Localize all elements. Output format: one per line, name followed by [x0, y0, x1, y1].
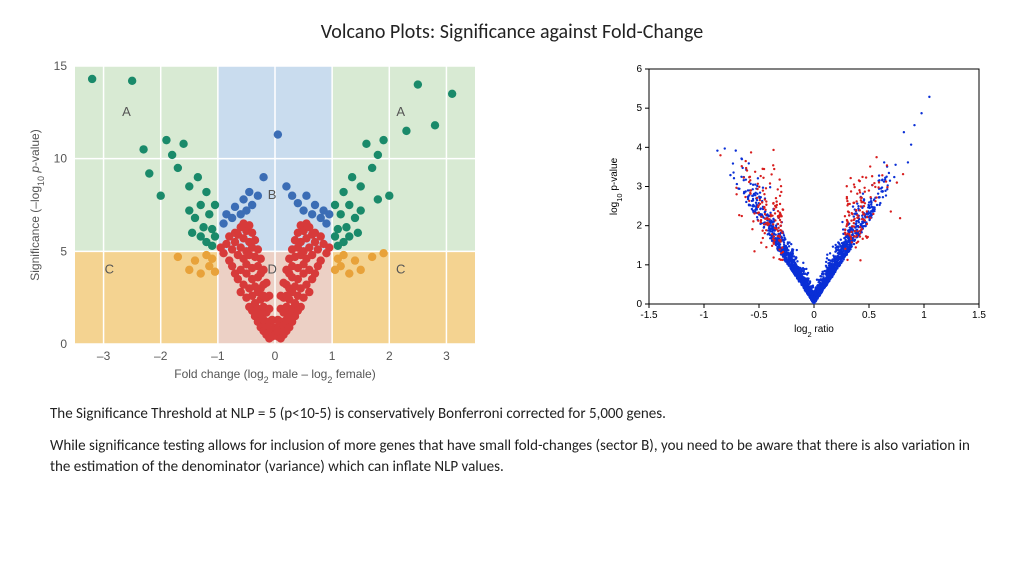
svg-text:D: D — [267, 261, 276, 276]
page-title: Volcano Plots: Significance against Fold… — [0, 0, 1024, 54]
svg-text:log2 ratio: log2 ratio — [794, 324, 834, 339]
svg-text:1.5: 1.5 — [972, 310, 986, 321]
caption-line-2: While significance testing allows for in… — [50, 436, 984, 477]
svg-text:0: 0 — [60, 337, 67, 351]
svg-text:Fold change (log2 male – log2: Fold change (log2 male – log2 female) — [174, 367, 375, 384]
svg-text:C: C — [105, 261, 114, 276]
svg-text:-0.5: -0.5 — [750, 310, 768, 321]
caption-line-1: The Significance Threshold at NLP = 5 (p… — [50, 404, 984, 424]
svg-text:0.5: 0.5 — [862, 310, 876, 321]
svg-text:–3: –3 — [97, 349, 111, 363]
svg-text:2: 2 — [636, 221, 642, 232]
svg-text:-1: -1 — [700, 310, 709, 321]
right-volcano-plot: -1.5 -1 -0.5 0 0.5 1 1.5 0 1 2 3 4 5 6 log2 ratio log10… — [594, 54, 994, 389]
svg-text:1: 1 — [921, 310, 927, 321]
svg-text:1: 1 — [329, 349, 336, 363]
svg-text:B: B — [268, 187, 277, 202]
svg-text:2: 2 — [386, 349, 393, 363]
svg-text:4: 4 — [636, 142, 642, 153]
svg-text:-1.5: -1.5 — [640, 310, 658, 321]
svg-text:6: 6 — [636, 64, 642, 75]
svg-text:log10 p-value: log10 p-value — [609, 157, 624, 215]
caption-block: The Significance Threshold at NLP = 5 (p… — [0, 389, 1024, 477]
svg-text:Significance (–log10 p-value): Significance (–log10 p-value) — [28, 129, 46, 280]
svg-text:10: 10 — [54, 152, 68, 166]
svg-text:0: 0 — [272, 349, 279, 363]
svg-text:A: A — [396, 104, 405, 119]
svg-text:–1: –1 — [211, 349, 225, 363]
svg-text:15: 15 — [54, 59, 68, 73]
left-volcano-plot: A B A C D C –3 –2 –1 0 1 2 3 0 5 10 15 Fold change (log2 … — [20, 54, 500, 389]
svg-text:5: 5 — [60, 244, 67, 258]
svg-text:0: 0 — [636, 299, 642, 310]
svg-text:1: 1 — [636, 260, 642, 271]
svg-text:3: 3 — [443, 349, 450, 363]
svg-text:–2: –2 — [154, 349, 168, 363]
svg-text:A: A — [122, 104, 131, 119]
svg-text:5: 5 — [636, 103, 642, 114]
svg-text:C: C — [396, 261, 405, 276]
plots-row: ABACDC–3–2–10123051015Fold change (log2 … — [0, 54, 1024, 389]
svg-text:3: 3 — [636, 182, 642, 193]
svg-text:0: 0 — [811, 310, 817, 321]
